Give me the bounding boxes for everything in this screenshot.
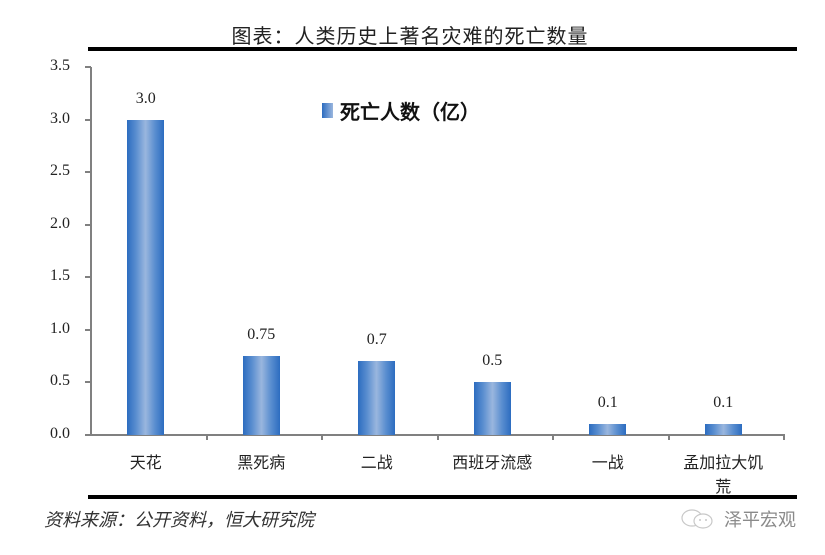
- y-tick-label: 2.5: [50, 162, 70, 180]
- footer-divider: [88, 495, 797, 499]
- x-category-label: 西班牙流感: [452, 453, 533, 472]
- y-tick-mark: [85, 223, 91, 226]
- y-tick-label: 1.0: [50, 319, 70, 337]
- y-tick-mark: [85, 276, 91, 279]
- bar-value-label: 0.1: [713, 394, 734, 412]
- bar-value-label: 0.1: [597, 394, 618, 412]
- wechat-icon: [681, 509, 713, 529]
- y-tick-label: 3.0: [50, 109, 70, 127]
- x-category-label: 孟加拉大饥荒: [683, 453, 764, 496]
- bar: [589, 424, 627, 435]
- legend-swatch-icon: [322, 103, 333, 118]
- bar: [473, 382, 511, 435]
- y-tick-label: 3.5: [50, 57, 70, 74]
- y-tick-mark: [85, 118, 91, 121]
- x-category-label: 二战: [360, 453, 393, 472]
- y-tick-label: 0.0: [50, 425, 70, 442]
- title-divider: [88, 47, 797, 51]
- chart-title: 图表：人类历史上著名灾难的死亡数量: [231, 24, 589, 48]
- watermark: 泽平宏观: [680, 506, 796, 532]
- x-tick-mark: [321, 434, 323, 440]
- bar-value-label: 3.0: [135, 89, 156, 107]
- x-category-label: 一战: [591, 453, 624, 472]
- x-tick-mark: [667, 434, 670, 440]
- y-tick-label: 0.5: [50, 372, 70, 390]
- x-tick-mark: [436, 434, 439, 440]
- x-tick-mark: [552, 434, 554, 440]
- x-category-label: 黑死病: [237, 453, 286, 472]
- x-category-label: 天花: [129, 453, 162, 472]
- y-tick-mark: [85, 434, 91, 436]
- y-tick-label: 1.5: [50, 267, 70, 285]
- bar-value-label: 0.75: [247, 326, 276, 344]
- source-note: 资料来源：公开资料，恒大研究院: [44, 510, 314, 531]
- bar: [704, 424, 742, 435]
- watermark-text: 泽平宏观: [724, 510, 796, 531]
- y-tick-mark: [85, 328, 91, 331]
- y-tick-label: 2.0: [50, 214, 70, 232]
- y-tick-mark: [85, 381, 91, 384]
- y-axis: [90, 67, 92, 436]
- bar: [242, 356, 280, 435]
- x-tick-mark: [783, 434, 785, 440]
- legend: 死亡人数（亿）: [322, 96, 480, 125]
- bar: [127, 119, 165, 435]
- y-tick-mark: [85, 171, 91, 174]
- y-tick-mark: [85, 66, 91, 68]
- bar-value-label: 0.7: [366, 331, 387, 349]
- legend-label: 死亡人数（亿）: [340, 100, 480, 124]
- bar-chart: 0.0 0.5 1.0 1.5 2.0 2.5 3.0 3.5 3.0 天花 0.75 黑死病 0.7…: [50, 57, 785, 496]
- bar-value-label: 0.5: [482, 352, 503, 370]
- x-tick-mark: [205, 434, 208, 440]
- bar: [358, 361, 396, 435]
